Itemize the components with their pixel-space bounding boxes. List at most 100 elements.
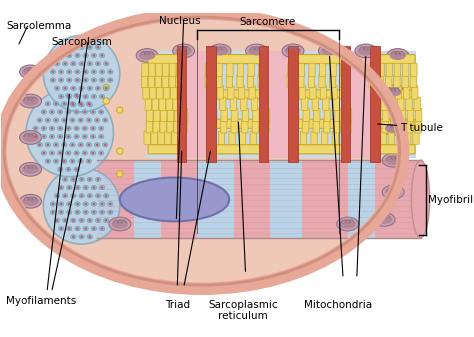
Ellipse shape — [385, 124, 401, 133]
Ellipse shape — [88, 160, 90, 162]
FancyBboxPatch shape — [173, 97, 179, 110]
Ellipse shape — [19, 131, 42, 144]
Ellipse shape — [64, 87, 66, 89]
Ellipse shape — [103, 218, 109, 223]
Text: Sarcolemma: Sarcolemma — [6, 21, 71, 31]
FancyBboxPatch shape — [242, 109, 248, 122]
Ellipse shape — [285, 47, 301, 56]
Ellipse shape — [84, 71, 87, 73]
Ellipse shape — [97, 46, 99, 49]
Ellipse shape — [43, 135, 45, 138]
Ellipse shape — [117, 107, 123, 113]
FancyBboxPatch shape — [229, 131, 235, 144]
Ellipse shape — [41, 151, 46, 155]
FancyBboxPatch shape — [148, 55, 181, 64]
Ellipse shape — [95, 86, 100, 91]
FancyBboxPatch shape — [410, 63, 417, 76]
FancyBboxPatch shape — [298, 63, 305, 76]
Ellipse shape — [64, 195, 66, 197]
Ellipse shape — [57, 126, 63, 131]
Bar — [147, 51, 182, 157]
Ellipse shape — [87, 177, 92, 182]
Ellipse shape — [67, 135, 70, 138]
Bar — [293, 51, 346, 157]
FancyBboxPatch shape — [261, 131, 267, 144]
Ellipse shape — [97, 195, 99, 197]
Ellipse shape — [103, 98, 109, 104]
Ellipse shape — [117, 171, 123, 177]
Ellipse shape — [72, 63, 74, 65]
Ellipse shape — [57, 151, 63, 155]
FancyBboxPatch shape — [345, 109, 352, 122]
Ellipse shape — [76, 227, 79, 230]
Ellipse shape — [337, 217, 358, 231]
Text: Nucleus: Nucleus — [159, 16, 201, 26]
Ellipse shape — [47, 102, 49, 105]
Ellipse shape — [74, 167, 79, 172]
Ellipse shape — [99, 126, 104, 131]
FancyBboxPatch shape — [212, 119, 263, 128]
Ellipse shape — [358, 47, 374, 56]
Ellipse shape — [80, 144, 82, 146]
Ellipse shape — [43, 167, 120, 244]
Ellipse shape — [95, 218, 100, 223]
Ellipse shape — [89, 195, 91, 197]
Ellipse shape — [66, 78, 72, 82]
Ellipse shape — [86, 143, 91, 147]
Ellipse shape — [387, 49, 409, 62]
FancyBboxPatch shape — [399, 120, 405, 133]
Ellipse shape — [67, 127, 70, 129]
FancyBboxPatch shape — [153, 120, 159, 133]
Ellipse shape — [246, 44, 267, 58]
FancyBboxPatch shape — [380, 131, 386, 144]
Ellipse shape — [71, 177, 76, 182]
FancyBboxPatch shape — [154, 109, 160, 122]
Ellipse shape — [385, 188, 401, 197]
Ellipse shape — [91, 69, 97, 74]
Ellipse shape — [78, 143, 83, 147]
Ellipse shape — [38, 144, 41, 146]
Ellipse shape — [51, 135, 53, 138]
Ellipse shape — [87, 45, 92, 50]
Ellipse shape — [37, 143, 42, 147]
Ellipse shape — [22, 133, 39, 142]
Ellipse shape — [64, 178, 66, 181]
FancyBboxPatch shape — [212, 145, 263, 154]
Ellipse shape — [22, 96, 39, 105]
Bar — [161, 160, 197, 238]
FancyBboxPatch shape — [237, 74, 243, 88]
FancyBboxPatch shape — [372, 131, 378, 144]
FancyBboxPatch shape — [181, 120, 187, 133]
Ellipse shape — [76, 186, 79, 189]
Ellipse shape — [84, 203, 87, 205]
Ellipse shape — [120, 178, 229, 221]
Ellipse shape — [50, 210, 55, 214]
FancyBboxPatch shape — [406, 97, 412, 110]
Ellipse shape — [66, 226, 72, 231]
FancyBboxPatch shape — [396, 131, 403, 144]
Ellipse shape — [105, 219, 107, 221]
Ellipse shape — [19, 162, 42, 176]
Ellipse shape — [64, 219, 66, 221]
Ellipse shape — [75, 111, 78, 113]
Bar — [97, 160, 134, 238]
FancyBboxPatch shape — [289, 86, 295, 99]
Bar — [375, 160, 420, 238]
Ellipse shape — [87, 235, 92, 239]
Ellipse shape — [45, 143, 51, 147]
Ellipse shape — [83, 111, 86, 113]
Ellipse shape — [80, 119, 82, 121]
FancyBboxPatch shape — [302, 120, 309, 133]
Ellipse shape — [66, 185, 72, 190]
Ellipse shape — [70, 101, 75, 106]
FancyBboxPatch shape — [227, 63, 233, 76]
Ellipse shape — [88, 119, 90, 121]
Ellipse shape — [67, 94, 70, 97]
FancyBboxPatch shape — [374, 109, 381, 122]
Ellipse shape — [58, 226, 64, 231]
Ellipse shape — [90, 126, 96, 131]
Ellipse shape — [71, 102, 76, 107]
FancyBboxPatch shape — [155, 63, 162, 76]
Ellipse shape — [79, 235, 84, 239]
Ellipse shape — [83, 226, 89, 231]
